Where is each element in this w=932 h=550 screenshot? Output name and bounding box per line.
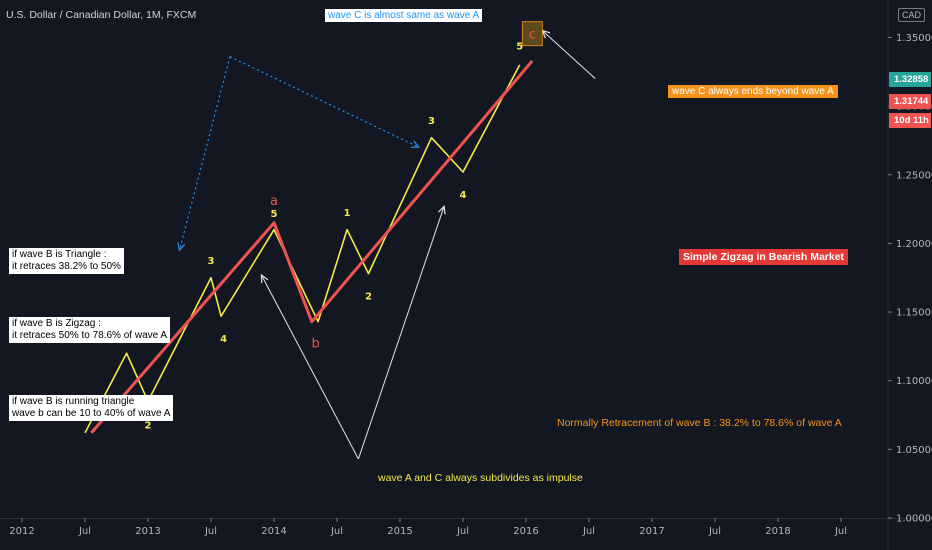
currency-button[interactable]: CAD <box>898 8 926 22</box>
annotation-wave-c-same: wave C is almost same as wave A <box>325 9 483 22</box>
x-tick-label: 2015 <box>387 526 412 537</box>
annotation-running-line2: wave b can be 10 to 40% of wave A <box>12 408 171 419</box>
annotation-normal-retracement: Normally Retracement of wave B : 38.2% t… <box>557 417 842 429</box>
y-tick-label: 1.20000 <box>896 239 932 250</box>
annotation-triangle-line2: it retraces 38.2% to 50% <box>12 261 121 272</box>
x-tick-label: Jul <box>708 526 721 537</box>
y-tick-label: 1.10000 <box>896 376 932 387</box>
annotation-running-box: if wave B is running triangle wave b can… <box>9 395 174 421</box>
x-tick-label: 2014 <box>261 526 286 537</box>
x-tick-label: Jul <box>204 526 217 537</box>
annotation-zigzag-box: if wave B is Zigzag : it retraces 50% to… <box>9 317 171 343</box>
wave-equality-arrowhead-left <box>177 242 186 252</box>
symbol-title: U.S. Dollar / Canadian Dollar, 1M, FXCM <box>6 9 197 21</box>
annotation-zigzag-line2: it retraces 50% to 78.6% of wave A <box>12 330 168 341</box>
wave-equality-arrow-right <box>229 56 420 148</box>
impulse-arrowhead-left <box>260 273 269 283</box>
secondary-price-tag: 1.31744 <box>889 94 931 109</box>
zigzag-line <box>90 59 534 434</box>
x-tick-label: 2016 <box>513 526 538 537</box>
x-tick-label: 2012 <box>9 526 34 537</box>
y-tick-label: 1.00000 <box>896 514 932 525</box>
wave-label: b <box>311 337 319 352</box>
y-tick-label: 1.25000 <box>896 170 932 181</box>
annotation-impulse: wave A and C always subdivides as impuls… <box>378 472 583 484</box>
wave-label: 2 <box>365 292 372 303</box>
wave-label: 4 <box>460 190 467 201</box>
wave-label: c <box>529 28 536 43</box>
annotation-triangle-box: if wave B is Triangle : it retraces 38.2… <box>9 248 124 274</box>
countdown-tag: 10d 11h <box>889 113 931 128</box>
wave-c-box <box>521 21 543 47</box>
wave-label: 5 <box>271 209 278 220</box>
wave-equality-arrowhead-right <box>410 140 421 148</box>
subwave-line <box>84 64 521 434</box>
wave-equality-arrow-left <box>178 56 231 251</box>
x-tick-label: Jul <box>582 526 595 537</box>
x-tick-label: Jul <box>834 526 847 537</box>
y-tick-label: 1.15000 <box>896 308 932 319</box>
wave-label: 2 <box>145 421 152 432</box>
impulse-arrowhead-right <box>438 205 446 215</box>
annotation-triangle-line1: if wave B is Triangle : <box>12 249 107 260</box>
x-tick-label: Jul <box>330 526 343 537</box>
wave-label: 5 <box>516 42 523 53</box>
last-price-tag: 1.32858 <box>889 72 931 87</box>
wave-label: 3 <box>208 256 215 267</box>
wave-label: a <box>270 194 278 209</box>
x-tick-label: 2018 <box>765 526 790 537</box>
annotation-simple-zigzag: Simple Zigzag in Bearish Market <box>679 249 849 265</box>
annotation-wave-c-beyond: wave C always ends beyond wave A <box>668 85 838 98</box>
x-tick-label: 2013 <box>135 526 160 537</box>
wave-c-callout-arrow <box>542 30 596 80</box>
y-tick-label: 1.05000 <box>896 445 932 456</box>
y-tick-label: 1.35000 <box>896 33 932 44</box>
wave-label: 4 <box>220 334 227 345</box>
x-tick-label: 2017 <box>639 526 664 537</box>
x-tick-label: Jul <box>456 526 469 537</box>
wave-label: 1 <box>344 208 351 219</box>
impulse-arrow-right <box>357 206 445 460</box>
impulse-arrow-left <box>260 274 359 460</box>
annotation-running-line1: if wave B is running triangle <box>12 396 135 407</box>
x-tick-label: Jul <box>78 526 91 537</box>
wave-label: 3 <box>428 116 435 127</box>
annotation-zigzag-line1: if wave B is Zigzag : <box>12 318 101 329</box>
